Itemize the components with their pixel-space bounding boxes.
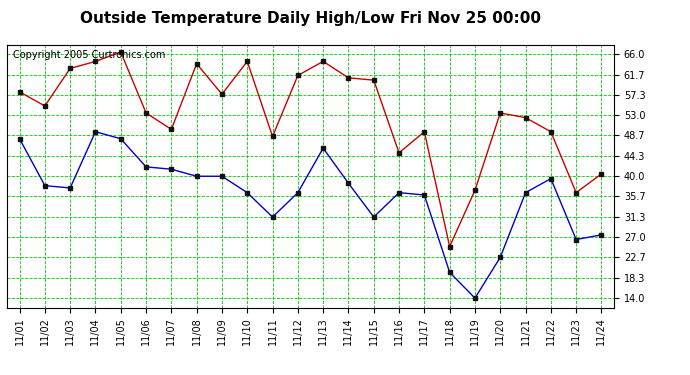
Text: Outside Temperature Daily High/Low Fri Nov 25 00:00: Outside Temperature Daily High/Low Fri N…: [80, 11, 541, 26]
Text: Copyright 2005 Curtronics.com: Copyright 2005 Curtronics.com: [13, 50, 166, 60]
